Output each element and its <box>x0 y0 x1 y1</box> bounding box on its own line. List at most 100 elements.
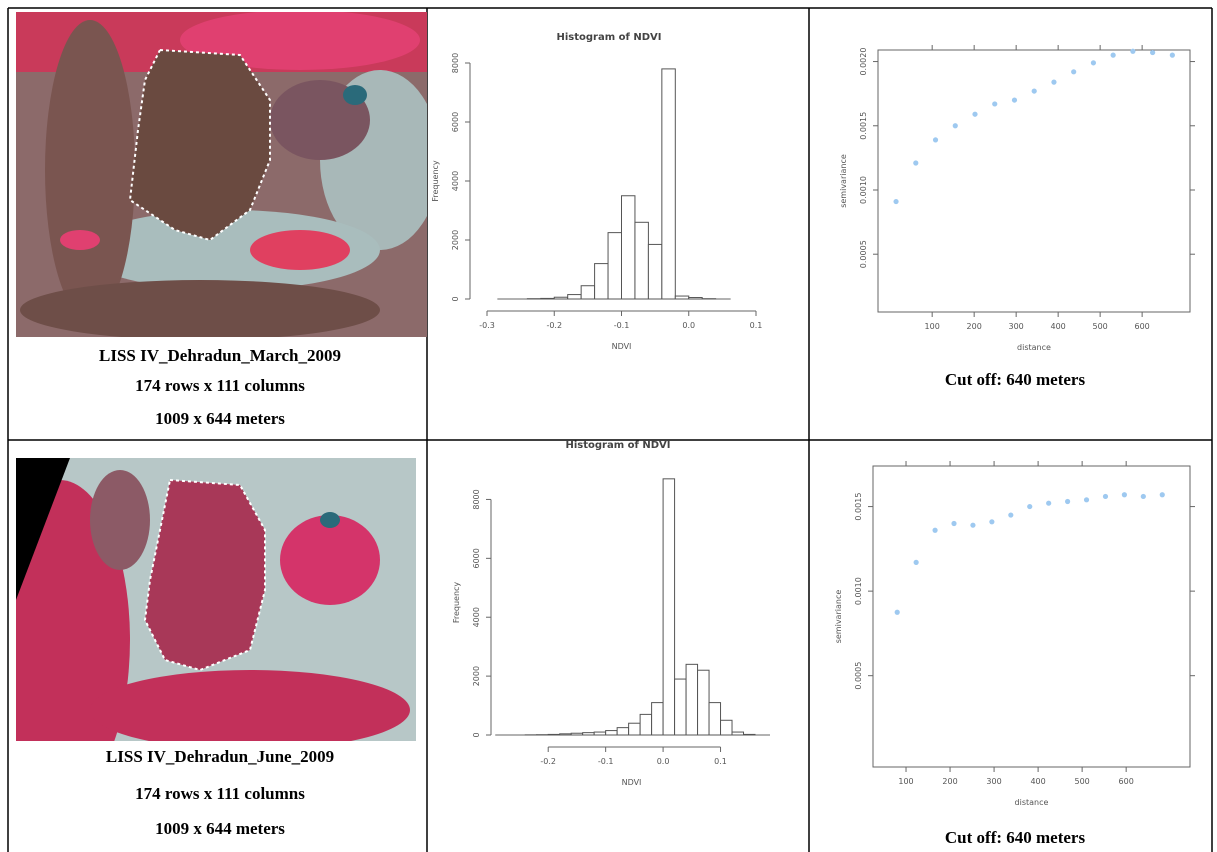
y-tick-label: 2000 <box>472 666 481 686</box>
y-tick-label: 0.0015 <box>859 112 868 140</box>
point <box>1159 492 1165 498</box>
bar <box>553 296 569 300</box>
bar <box>743 733 756 736</box>
image-caption: 1009 x 644 meters <box>155 819 285 838</box>
point <box>913 559 919 565</box>
point <box>1051 79 1057 85</box>
point <box>1169 52 1175 58</box>
point <box>952 123 958 129</box>
bar <box>647 243 663 300</box>
y-axis-label: Frequency <box>452 582 461 624</box>
chart-title: Histogram of NDVI <box>557 32 662 43</box>
bar <box>720 719 733 736</box>
x-axis-label: distance <box>1015 798 1049 807</box>
point <box>932 527 938 533</box>
point <box>1008 512 1014 518</box>
bar <box>688 297 703 300</box>
bar <box>607 232 622 300</box>
point <box>1090 60 1097 66</box>
point <box>894 609 900 615</box>
image-caption: 174 rows x 111 columns <box>135 376 305 395</box>
point <box>972 111 978 117</box>
cutoff-caption: Cut off: 640 meters <box>945 370 1086 389</box>
chart-title: Histogram of NDVI <box>566 440 671 451</box>
bar <box>651 702 664 736</box>
point <box>1150 49 1156 56</box>
y-tick-label: 0.0005 <box>859 240 868 268</box>
x-tick-label: 100 <box>898 777 913 786</box>
point <box>1065 498 1071 505</box>
bar <box>605 730 618 736</box>
y-tick-label: 0.0010 <box>854 577 863 605</box>
x-tick-label: 600 <box>1119 777 1134 786</box>
bar <box>697 669 710 736</box>
y-tick-label: 6000 <box>451 112 460 132</box>
point <box>932 137 939 143</box>
point <box>1031 88 1037 94</box>
image-caption: 174 rows x 111 columns <box>135 784 305 803</box>
plot-frame <box>872 465 1191 768</box>
bar <box>674 295 690 300</box>
bar <box>731 731 745 736</box>
bar <box>662 478 676 736</box>
bar <box>559 733 572 736</box>
bar <box>540 297 555 300</box>
point <box>989 519 995 525</box>
x-tick-label: -0.2 <box>546 321 562 330</box>
y-tick-label: 0.0020 <box>859 48 868 76</box>
bar <box>628 722 641 736</box>
y-tick-label: 2000 <box>451 230 460 250</box>
x-axis-label: distance <box>1017 343 1051 352</box>
x-tick-label: 500 <box>1092 322 1107 331</box>
point <box>1083 497 1090 503</box>
y-tick-label: 8000 <box>472 489 481 509</box>
point <box>1046 500 1052 506</box>
x-tick-label: -0.1 <box>614 321 630 330</box>
bar <box>685 663 699 736</box>
point <box>1102 493 1109 500</box>
point <box>913 160 919 166</box>
x-tick-label: -0.2 <box>540 757 556 766</box>
bar <box>708 702 722 736</box>
x-tick-label: 0.0 <box>657 757 670 766</box>
point <box>951 520 957 527</box>
y-axis-label: semivariance <box>834 590 843 644</box>
x-tick-label: 0.1 <box>750 321 763 330</box>
x-axis-label: NDVI <box>622 778 642 787</box>
bar <box>570 732 584 736</box>
bar <box>616 727 630 736</box>
x-tick-label: 400 <box>1030 777 1045 786</box>
x-tick-label: 300 <box>1009 322 1024 331</box>
cutoff-caption: Cut off: 640 meters <box>945 828 1086 847</box>
x-tick-label: 200 <box>942 777 957 786</box>
x-tick-label: 500 <box>1074 777 1089 786</box>
bar <box>582 732 595 736</box>
point <box>970 522 976 528</box>
bar <box>547 733 561 736</box>
y-tick-label: 0.0010 <box>859 176 868 204</box>
plot-frame <box>877 49 1191 313</box>
y-tick-label: 8000 <box>451 53 460 73</box>
x-tick-label: 0.1 <box>714 757 727 766</box>
x-tick-label: 200 <box>967 322 982 331</box>
y-tick-label: 0 <box>472 732 481 737</box>
y-tick-label: 0.0005 <box>854 662 863 690</box>
y-tick-label: 6000 <box>472 548 481 568</box>
satellite-image <box>16 458 416 741</box>
y-tick-label: 4000 <box>472 607 481 627</box>
image-caption: LISS IV_Dehradun_March_2009 <box>99 346 341 365</box>
point <box>1130 48 1136 54</box>
x-tick-label: 300 <box>986 777 1001 786</box>
bar <box>567 294 582 300</box>
x-tick-label: 0.0 <box>682 321 695 330</box>
bar <box>594 263 609 300</box>
y-tick-label: 4000 <box>451 171 460 191</box>
point <box>1027 503 1033 510</box>
bar <box>580 285 596 300</box>
point <box>1071 69 1077 75</box>
satellite-image <box>16 12 427 337</box>
x-tick-label: 100 <box>925 322 940 331</box>
bar <box>621 195 636 300</box>
bar <box>639 713 653 736</box>
